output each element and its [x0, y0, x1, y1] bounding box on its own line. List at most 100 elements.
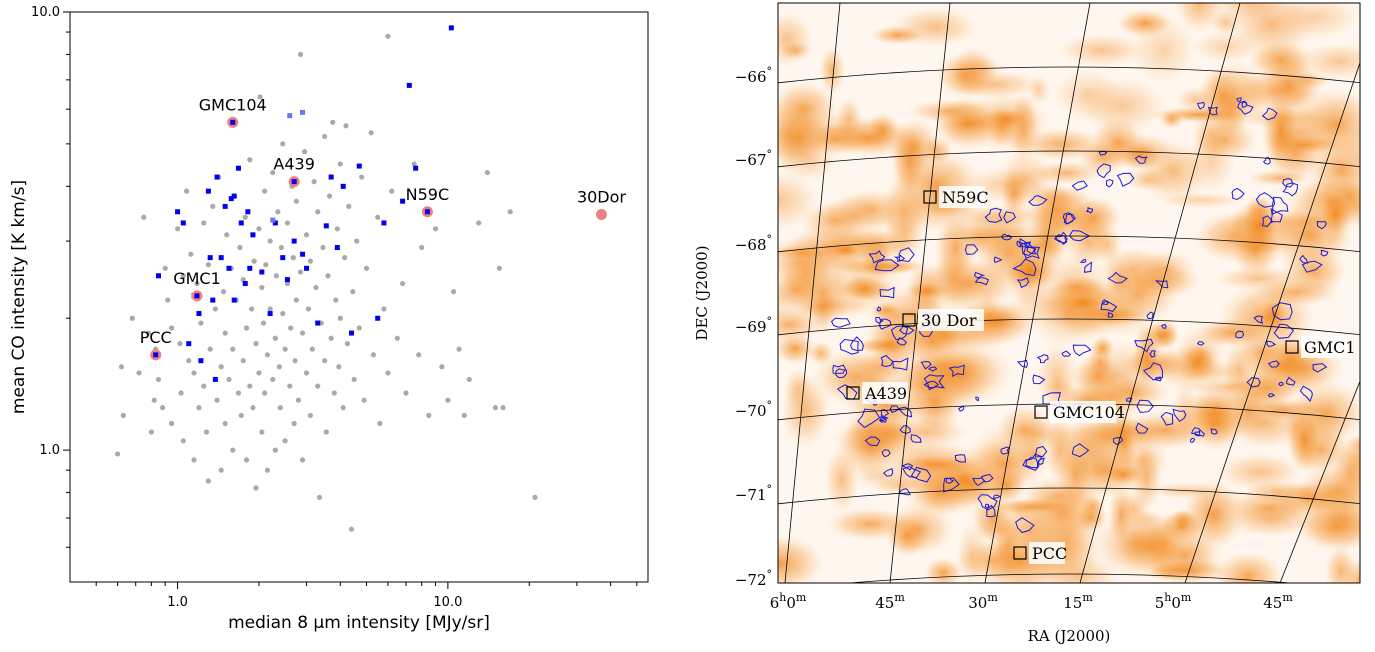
background-point — [400, 280, 406, 287]
co-contour — [1105, 179, 1114, 188]
co-contours — [830, 97, 1329, 534]
emission-patch — [1132, 249, 1197, 287]
background-point — [256, 370, 262, 376]
detected-point — [250, 232, 256, 238]
co-contour — [1271, 302, 1293, 321]
co-contour — [1267, 360, 1280, 368]
background-point — [277, 405, 283, 411]
background-point — [240, 277, 246, 283]
co-contour — [1015, 517, 1035, 534]
region-label-bg — [918, 309, 984, 331]
ra-grid-line — [984, 3, 1091, 583]
ra-axis-title: RA (J2000) — [1028, 627, 1111, 645]
background-point — [259, 429, 265, 435]
region-box — [1034, 405, 1048, 419]
background-point — [299, 457, 306, 463]
background-point — [257, 94, 263, 100]
dec-tick-label: −66° — [735, 65, 772, 86]
background-point — [385, 370, 391, 376]
point-label: GMC1 — [173, 269, 221, 288]
background-point — [212, 306, 218, 312]
background-point — [466, 376, 472, 383]
background-point — [385, 33, 391, 39]
co-contour — [1037, 457, 1046, 465]
emission-patch — [905, 98, 989, 124]
background-point — [191, 370, 197, 376]
dec-tick-label: −68° — [735, 233, 772, 254]
emission-patch — [1324, 544, 1358, 583]
emission-patch — [1140, 557, 1232, 583]
detected-point — [222, 203, 228, 209]
background-points — [114, 33, 538, 532]
co-contour — [832, 364, 846, 374]
co-contour — [1236, 97, 1242, 103]
co-contour — [1034, 445, 1048, 458]
background-point — [295, 397, 302, 403]
background-point — [370, 352, 376, 358]
emission-patch — [1269, 3, 1360, 40]
background-point — [290, 255, 296, 261]
coordinate-grid — [778, 3, 1360, 583]
co-contour — [839, 338, 859, 355]
co-contour — [880, 354, 894, 368]
background-point — [230, 346, 236, 352]
background-point — [280, 310, 286, 317]
detected-point — [400, 198, 406, 204]
dec-tick-label: −69° — [735, 315, 772, 336]
background-point — [247, 383, 253, 389]
co-contour — [1107, 312, 1114, 318]
co-contour — [899, 325, 915, 335]
axis-ticks: 1.0 10.0 1.0 10.0 — [31, 5, 638, 610]
background-point — [270, 376, 276, 383]
background-point — [168, 325, 175, 331]
emission-patch — [1055, 439, 1095, 511]
background-point — [432, 226, 439, 232]
region-marker: A439 — [846, 382, 908, 404]
background-point — [276, 364, 282, 370]
emission-patch — [825, 507, 915, 541]
co-contour — [1028, 195, 1048, 206]
background-point — [280, 141, 286, 147]
co-map: N59C 30 Dor GMC1 A439 GMC104 PCC 6h0m 45m 30m 15… — [693, 2, 1361, 645]
detected-point — [448, 25, 454, 31]
emission-patch — [1115, 8, 1174, 38]
detected-point — [186, 341, 192, 347]
co-contour — [948, 364, 965, 378]
background-point — [220, 289, 227, 295]
co-contour — [1189, 437, 1196, 443]
y-axis-title: mean CO intensity [K km/s] — [9, 180, 29, 414]
co-contour — [1278, 381, 1284, 387]
co-contour — [1149, 350, 1157, 358]
co-contour — [923, 374, 946, 391]
background-point — [155, 376, 162, 383]
background-point — [272, 335, 278, 341]
background-point — [196, 405, 202, 411]
co-contour — [1022, 241, 1032, 248]
background-point — [377, 420, 383, 427]
background-point — [456, 346, 462, 352]
emission-patch — [886, 117, 942, 175]
background-point — [238, 412, 244, 419]
detected-point — [323, 223, 329, 229]
highlight-core — [230, 119, 236, 125]
background-point — [168, 420, 175, 427]
detected-point — [235, 165, 241, 171]
background-point — [361, 397, 367, 403]
background-point — [162, 265, 168, 271]
co-contour — [1036, 354, 1049, 364]
ra-tick-label: 45m — [875, 591, 905, 612]
co-contour — [1096, 163, 1111, 179]
co-contour — [1016, 359, 1028, 369]
detected-point — [270, 217, 276, 223]
background-point — [359, 174, 365, 180]
background-point — [264, 352, 271, 358]
background-point — [250, 405, 256, 411]
emission-patch — [1107, 484, 1134, 546]
background-point — [207, 346, 213, 352]
co-contour — [977, 494, 998, 511]
background-point — [303, 232, 310, 238]
detected-point — [348, 330, 354, 336]
ra-grid-line — [1079, 3, 1241, 583]
background-point — [282, 346, 288, 352]
co-contour — [1255, 192, 1275, 208]
